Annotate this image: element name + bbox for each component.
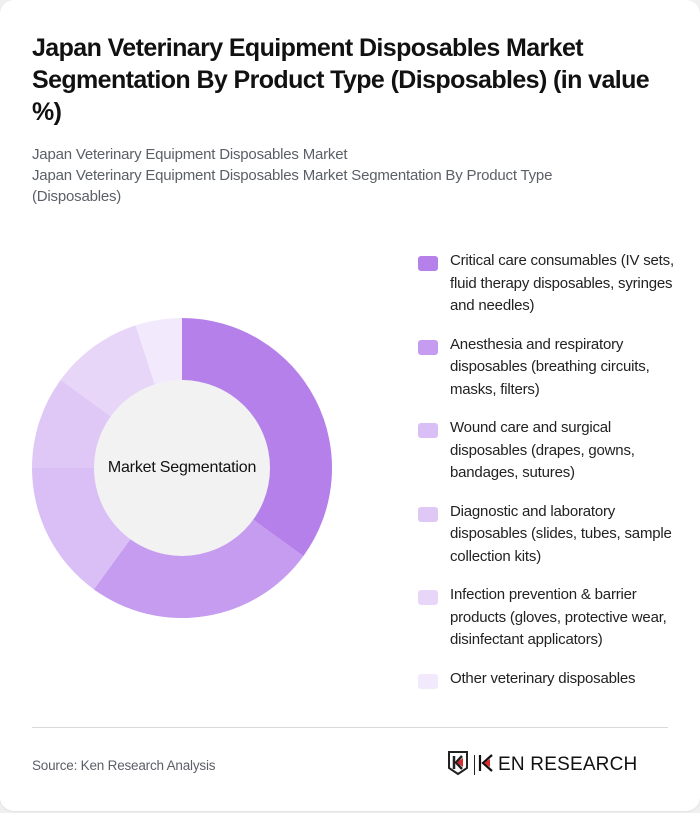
ken-k-mark-icon [478, 753, 494, 777]
legend-label: Infection prevention & barrier products … [450, 586, 667, 648]
legend-swatch [418, 256, 438, 271]
donut-center [94, 380, 270, 556]
legend-item: Anesthesia and respiratory disposables (… [418, 334, 678, 402]
logo-text: EN RESEARCH [498, 754, 638, 775]
chart-title: Japan Veterinary Equipment Disposables M… [32, 34, 650, 126]
legend-item: Infection prevention & barrier products … [418, 584, 678, 652]
legend-item: Diagnostic and laboratory disposables (s… [418, 501, 678, 569]
chart-subtitle: Japan Veterinary Equipment Disposables M… [32, 144, 632, 207]
legend-label: Diagnostic and laboratory disposables (s… [450, 502, 672, 565]
legend-swatch [418, 506, 438, 522]
legend-label: Other veterinary disposables [450, 669, 636, 687]
logo-separator [474, 755, 475, 775]
subtitle-line-1: Japan Veterinary Equipment Disposables M… [32, 146, 348, 163]
ken-research-logo: EN RESEARCH [447, 750, 638, 781]
chart-legend: Critical care consumables (IV sets, flui… [418, 250, 678, 706]
legend-swatch [418, 673, 438, 689]
source-note: Source: Ken Research Analysis [32, 758, 216, 773]
footer-divider [32, 727, 668, 728]
legend-swatch [418, 423, 438, 438]
ken-research-k-shield-icon [447, 750, 469, 781]
donut-center-label: Market Segmentation [107, 459, 257, 476]
legend-label: Wound care and surgical disposables (dra… [450, 419, 635, 481]
legend-item: Other veterinary disposables [418, 668, 678, 691]
legend-item: Wound care and surgical disposables (dra… [418, 417, 678, 485]
donut-chart-svg [32, 318, 332, 618]
legend-swatch [418, 590, 438, 605]
legend-swatch [418, 339, 438, 355]
legend-item: Critical care consumables (IV sets, flui… [418, 250, 678, 318]
donut-chart: Market Segmentation [32, 318, 332, 618]
subtitle-line-2: Japan Veterinary Equipment Disposables M… [32, 167, 553, 205]
legend-label: Critical care consumables (IV sets, flui… [450, 252, 674, 314]
legend-label: Anesthesia and respiratory disposables (… [450, 335, 650, 398]
